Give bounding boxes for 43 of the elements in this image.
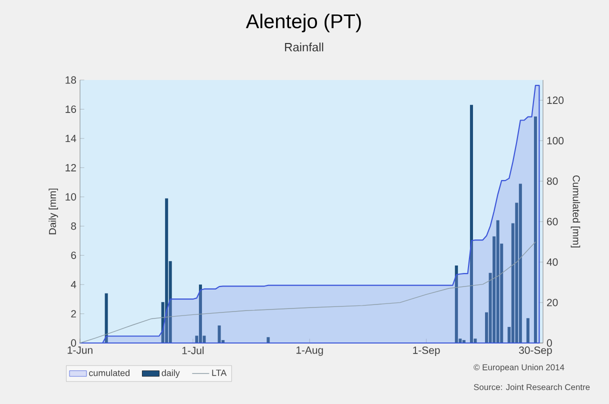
chart-subtitle: Rainfall — [285, 42, 324, 52]
chart-title: Alentejo (PT) — [246, 14, 361, 32]
y-tick-label: 8 — [71, 222, 76, 230]
y2-tick-label: 120 — [547, 96, 564, 104]
bar — [534, 116, 537, 343]
bar — [518, 184, 522, 343]
legend-label: cumulated — [89, 370, 130, 376]
y-tick-label: 2 — [71, 310, 76, 318]
y-tick-label: 12 — [66, 164, 76, 172]
x-tick-label: 1-Aug — [296, 346, 323, 356]
bar — [218, 325, 221, 343]
legend-label: daily — [162, 370, 180, 378]
y-tick-label: 14 — [66, 134, 76, 142]
legend-label: LTA — [212, 370, 227, 376]
bar — [462, 340, 466, 343]
bar — [496, 220, 500, 343]
x-tick-label: 1-Jun — [68, 346, 92, 354]
y-tick-label: 6 — [71, 252, 76, 260]
y2-tick-label: 0 — [546, 339, 552, 347]
bar — [198, 284, 202, 343]
y-tick-label: 10 — [66, 193, 76, 201]
text: © European Union 2014 — [474, 364, 564, 372]
y2-tick-label: 80 — [546, 177, 558, 185]
source-note: Source: Joint Research Centre — [474, 384, 590, 390]
bar — [454, 266, 458, 343]
y-tick-label: 16 — [66, 106, 76, 113]
x-tick-label: 1-Jul — [182, 346, 204, 354]
y2-tick-label: 60 — [547, 218, 558, 226]
bar — [266, 337, 270, 343]
bar — [470, 104, 473, 343]
y2-tick-label: 40 — [546, 258, 558, 266]
y-tick-label: 4 — [70, 280, 76, 288]
x-tick-label: 1-Sep — [413, 346, 440, 356]
y-tick-label: 0 — [71, 339, 76, 347]
y-tick-label: 18 — [66, 76, 76, 84]
x-tick-label: 30-Sep — [519, 346, 552, 356]
y-axis-title: Daily [mm] — [48, 188, 58, 234]
y2-tick-label: 100 — [547, 136, 564, 144]
y2-tick-label: 20 — [547, 298, 558, 306]
bar — [165, 198, 168, 343]
bar — [526, 318, 530, 343]
bar — [104, 293, 108, 343]
y2-axis-title: Cumulated [mm] — [570, 175, 580, 248]
